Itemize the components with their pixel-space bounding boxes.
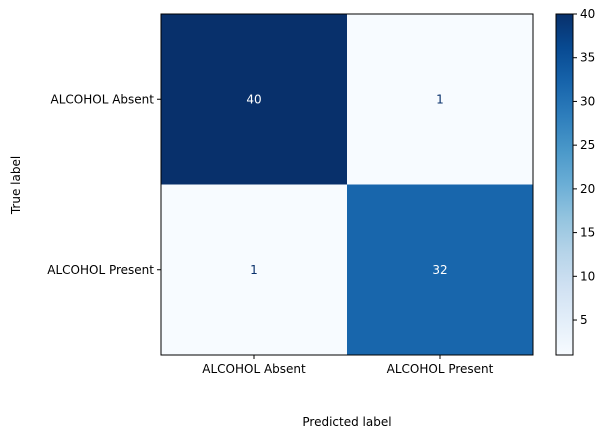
heatmap-cell — [161, 14, 347, 185]
colorbar-ticks: 5 10 15 20 25 30 35 40 — [573, 7, 595, 327]
colorbar-tick-label: 40 — [580, 7, 595, 21]
x-tick-label: ALCOHOL Present — [387, 362, 494, 376]
colorbar-tick-label: 5 — [580, 313, 588, 327]
cell-value-label: 32 — [432, 263, 447, 277]
colorbar-tick-label: 20 — [580, 182, 595, 196]
y-tick-label: ALCOHOL Absent — [51, 92, 155, 106]
x-axis-ticks: ALCOHOL Absent ALCOHOL Present — [202, 355, 494, 376]
heatmap-cell — [161, 184, 347, 355]
y-axis-ticks: ALCOHOL Absent ALCOHOL Present — [47, 92, 161, 277]
cell-value-label: 1 — [436, 92, 444, 106]
heatmap-cells — [161, 14, 533, 355]
colorbar-frame — [555, 13, 574, 356]
y-tick-label: ALCOHOL Present — [47, 263, 154, 277]
heatmap-cell — [347, 14, 533, 185]
cell-value-label: 1 — [250, 263, 258, 277]
colorbar-tick-label: 35 — [580, 51, 595, 65]
plot-frame — [160, 13, 534, 356]
cell-value-labels: 40 1 1 32 — [246, 92, 447, 277]
x-axis-label: Predicted label — [302, 415, 391, 429]
colorbar-tick-label: 15 — [580, 226, 595, 240]
y-axis-label: True label — [9, 156, 23, 215]
colorbar-tick-label: 25 — [580, 138, 595, 152]
colorbar-tick-label: 30 — [580, 94, 595, 108]
colorbar-tick-label: 10 — [580, 269, 595, 283]
cell-value-label: 40 — [246, 92, 261, 106]
x-tick-label: ALCOHOL Absent — [202, 362, 306, 376]
heatmap-cell — [347, 184, 533, 355]
colorbar — [556, 14, 573, 355]
